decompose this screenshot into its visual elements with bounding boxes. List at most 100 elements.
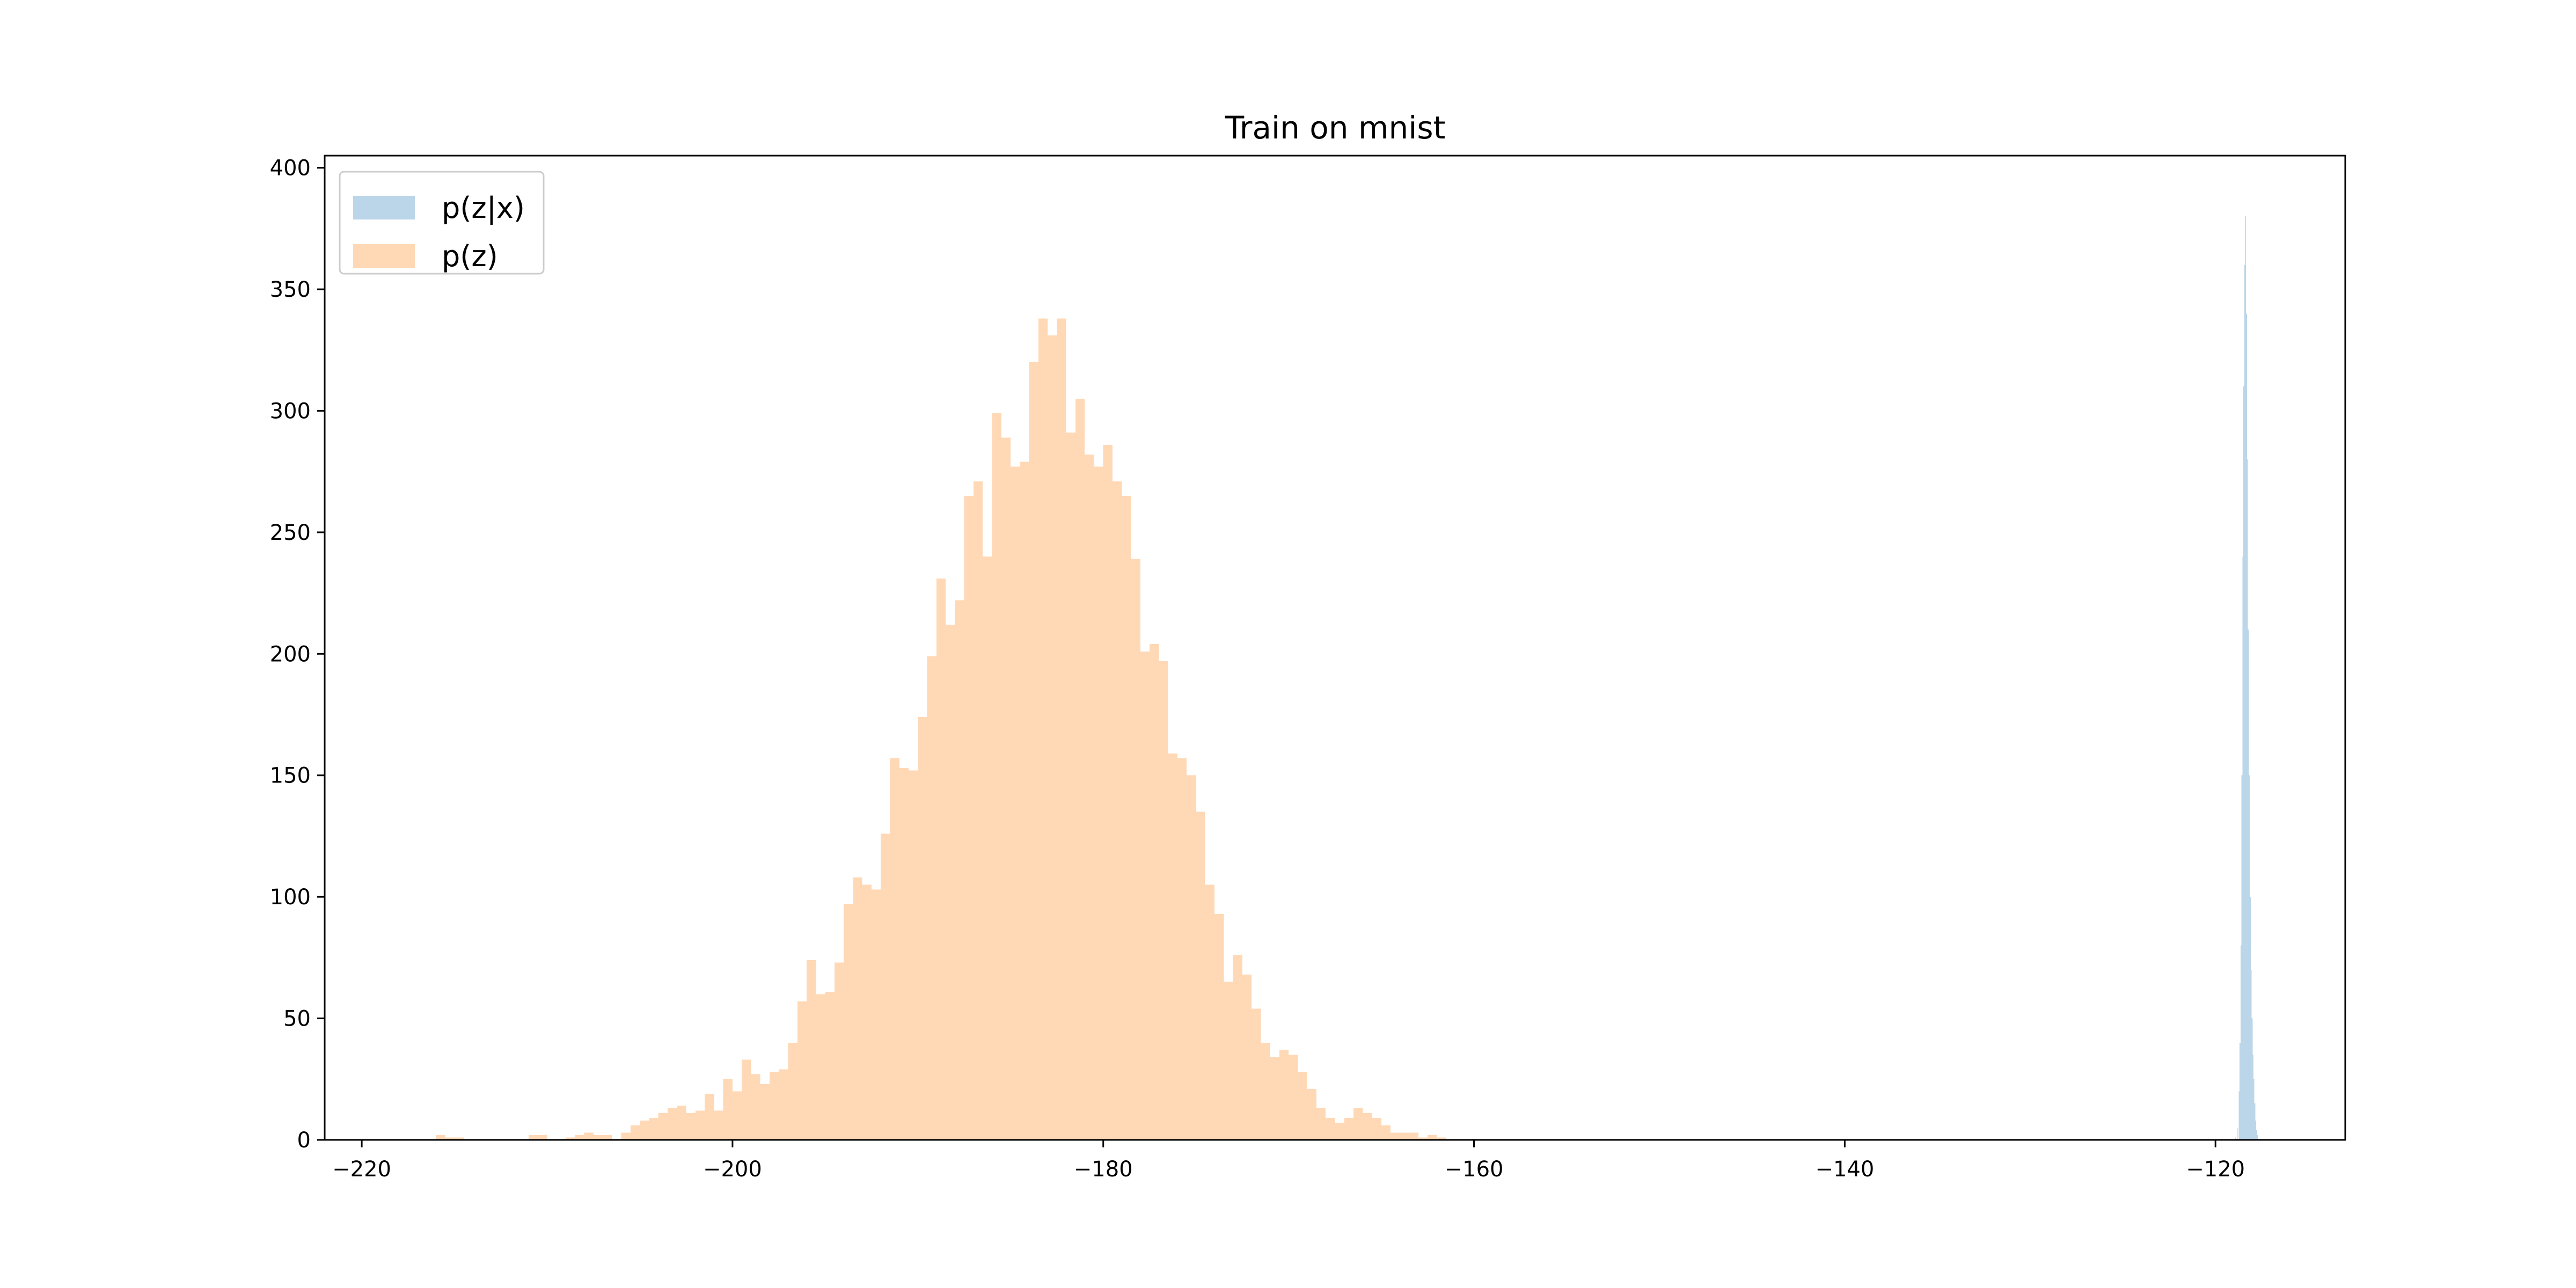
bar-pzx-17 bbox=[2252, 1055, 2254, 1140]
bar-pzx-18 bbox=[2253, 1079, 2255, 1140]
bar-pzx-3 bbox=[2240, 1042, 2241, 1140]
bar-pz-18 bbox=[686, 1113, 696, 1140]
legend-swatch-pzx bbox=[353, 196, 415, 219]
bar-pz-50 bbox=[983, 557, 992, 1140]
x-tick-label: −140 bbox=[1815, 1157, 1874, 1182]
y-tick-label: 250 bbox=[270, 521, 311, 545]
bar-pz-71 bbox=[1177, 758, 1187, 1140]
bar-pz-58 bbox=[1057, 318, 1066, 1140]
bar-pz-40 bbox=[890, 758, 899, 1140]
x-tick-label: −180 bbox=[1074, 1157, 1133, 1182]
histogram-bars bbox=[436, 216, 2258, 1140]
bar-pzx-5 bbox=[2241, 775, 2243, 1140]
bar-pzx-2 bbox=[2238, 1091, 2240, 1140]
bar-pz-77 bbox=[1233, 955, 1242, 1140]
bar-pz-94 bbox=[1391, 1132, 1400, 1140]
bar-pz-72 bbox=[1187, 775, 1196, 1140]
bar-pz-56 bbox=[1038, 318, 1048, 1140]
bar-pz-29 bbox=[788, 1042, 797, 1140]
bar-pz-73 bbox=[1196, 811, 1205, 1140]
bar-pz-62 bbox=[1094, 466, 1103, 1140]
bar-pz-9 bbox=[603, 1135, 612, 1140]
bar-pz-69 bbox=[1159, 661, 1168, 1140]
bar-pzx-8 bbox=[2244, 265, 2245, 1140]
bar-pz-48 bbox=[964, 495, 974, 1140]
y-tick-label: 0 bbox=[297, 1128, 311, 1153]
bar-pzx-12 bbox=[2248, 630, 2249, 1140]
bar-pz-55 bbox=[1029, 362, 1038, 1140]
bar-pz-45 bbox=[936, 578, 946, 1140]
bar-pz-99 bbox=[1437, 1137, 1446, 1140]
legend-label-pzx: p(z|x) bbox=[442, 191, 525, 225]
bar-pz-76 bbox=[1224, 982, 1233, 1140]
bar-pzx-4 bbox=[2240, 945, 2242, 1140]
bar-pz-92 bbox=[1372, 1118, 1381, 1140]
bar-pzx-16 bbox=[2251, 1018, 2253, 1140]
bar-pz-7 bbox=[584, 1132, 594, 1140]
legend-box bbox=[339, 171, 545, 275]
bar-pz-82 bbox=[1279, 1050, 1289, 1140]
bar-pz-12 bbox=[630, 1125, 640, 1140]
bar-pz-79 bbox=[1252, 1008, 1261, 1140]
bar-pzx-10 bbox=[2246, 313, 2247, 1140]
bar-pz-21 bbox=[714, 1110, 723, 1140]
bar-pzx-1 bbox=[2236, 1128, 2238, 1140]
bar-pz-52 bbox=[1001, 437, 1011, 1140]
bar-pz-11 bbox=[621, 1132, 631, 1140]
bar-pz-32 bbox=[816, 994, 825, 1140]
bar-pzx-0 bbox=[2235, 1137, 2236, 1140]
bar-pz-34 bbox=[834, 962, 844, 1140]
bar-pz-16 bbox=[668, 1108, 677, 1140]
y-tick-label: 150 bbox=[270, 764, 311, 788]
bar-pz-4 bbox=[538, 1135, 547, 1140]
axes: −220 −200 −180 −160 −140 −120 0 50 100 150 200 250 3… bbox=[270, 155, 2346, 1182]
legend-swatch-pz bbox=[353, 244, 415, 268]
bar-pz-75 bbox=[1214, 913, 1224, 1140]
bar-pz-83 bbox=[1289, 1055, 1298, 1140]
bar-pz-25 bbox=[751, 1074, 760, 1140]
bar-pz-8 bbox=[593, 1135, 603, 1140]
chart-title: Train on mnist bbox=[1225, 109, 1446, 146]
bar-pz-23 bbox=[732, 1091, 742, 1140]
bar-pz-57 bbox=[1048, 335, 1057, 1140]
bar-pz-33 bbox=[825, 991, 835, 1140]
legend-label-pz: p(z) bbox=[442, 239, 498, 273]
y-tick-label: 50 bbox=[283, 1007, 311, 1031]
bar-pz-15 bbox=[658, 1113, 668, 1140]
bar-pzx-20 bbox=[2255, 1120, 2257, 1140]
bar-pz-84 bbox=[1298, 1072, 1307, 1140]
bar-pzx-11 bbox=[2246, 459, 2248, 1140]
bar-pz-95 bbox=[1400, 1132, 1409, 1140]
bar-pzx-7 bbox=[2243, 386, 2244, 1140]
bar-pz-89 bbox=[1344, 1118, 1354, 1140]
bar-pz-41 bbox=[899, 768, 909, 1140]
bar-pz-60 bbox=[1075, 398, 1085, 1140]
bar-pz-78 bbox=[1242, 975, 1252, 1140]
plot-frame bbox=[324, 155, 2346, 1141]
bar-pz-22 bbox=[723, 1079, 733, 1140]
bar-pz-20 bbox=[705, 1093, 714, 1140]
bar-pz-98 bbox=[1428, 1135, 1437, 1140]
bar-pz-85 bbox=[1307, 1088, 1316, 1140]
bar-pz-80 bbox=[1261, 1042, 1270, 1140]
bar-pzx-22 bbox=[2257, 1135, 2258, 1140]
bar-pz-27 bbox=[769, 1072, 779, 1140]
bar-pz-46 bbox=[946, 624, 955, 1140]
bar-pz-51 bbox=[992, 413, 1001, 1140]
bar-pz-39 bbox=[881, 833, 890, 1140]
bar-pz-74 bbox=[1205, 884, 1214, 1140]
bar-pz-96 bbox=[1409, 1132, 1418, 1140]
x-tick-label: −120 bbox=[2186, 1157, 2245, 1182]
bar-pz-66 bbox=[1131, 559, 1140, 1140]
bar-pz-65 bbox=[1122, 495, 1131, 1140]
x-tick-label: −220 bbox=[332, 1157, 391, 1182]
y-tick-label: 400 bbox=[270, 156, 311, 181]
x-tick-label: −200 bbox=[703, 1157, 762, 1182]
bar-pz-91 bbox=[1363, 1113, 1372, 1140]
bar-pz-6 bbox=[575, 1135, 584, 1140]
bar-pz-24 bbox=[742, 1059, 751, 1140]
bar-pz-49 bbox=[973, 481, 983, 1140]
bar-pz-30 bbox=[797, 1001, 807, 1140]
bar-pz-2 bbox=[454, 1137, 464, 1140]
